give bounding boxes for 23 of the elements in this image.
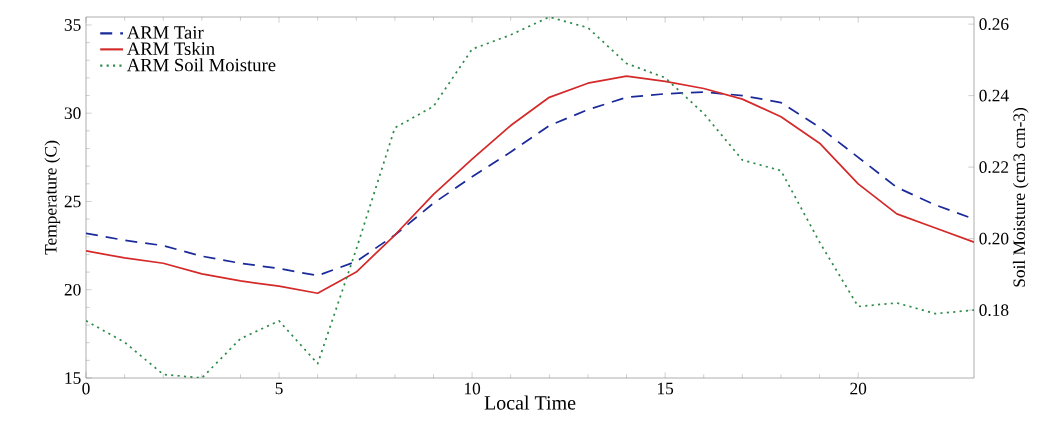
- x-tick-label: 15: [658, 382, 674, 395]
- legend-label: ARM Tskin: [126, 41, 215, 56]
- y-tick-label: 30: [64, 107, 81, 120]
- x-tick-label: 10: [464, 382, 481, 395]
- y-tick-label: 35: [64, 19, 81, 31]
- y-tick-label: 15: [65, 372, 81, 384]
- legend-label: ARM Soil Moisture: [126, 58, 276, 72]
- x-axis-title: Local Time: [484, 395, 576, 410]
- y2-tick-label: 0.24: [979, 89, 1009, 102]
- x-tick-label: 5: [275, 382, 283, 395]
- y2-tick-label: 0.26: [979, 18, 1009, 31]
- y-axis-title: Temperature (C): [44, 140, 61, 255]
- y2-tick-label: 0.22: [979, 161, 1009, 174]
- y2-axis-title: Soil Moisture (cm3 cm-3): [1012, 107, 1029, 287]
- y2-tick-label: 0.20: [979, 232, 1009, 245]
- x-tick-label: 20: [850, 382, 867, 395]
- x-tick-label: 0: [82, 382, 90, 395]
- y2-tick-label: 0.18: [979, 304, 1009, 316]
- y-tick-label: 25: [64, 195, 81, 208]
- y-tick-label: 20: [64, 283, 81, 296]
- line-series: [86, 17, 974, 378]
- legend-label: ARM Tair: [126, 26, 204, 39]
- line-series: [86, 75, 974, 295]
